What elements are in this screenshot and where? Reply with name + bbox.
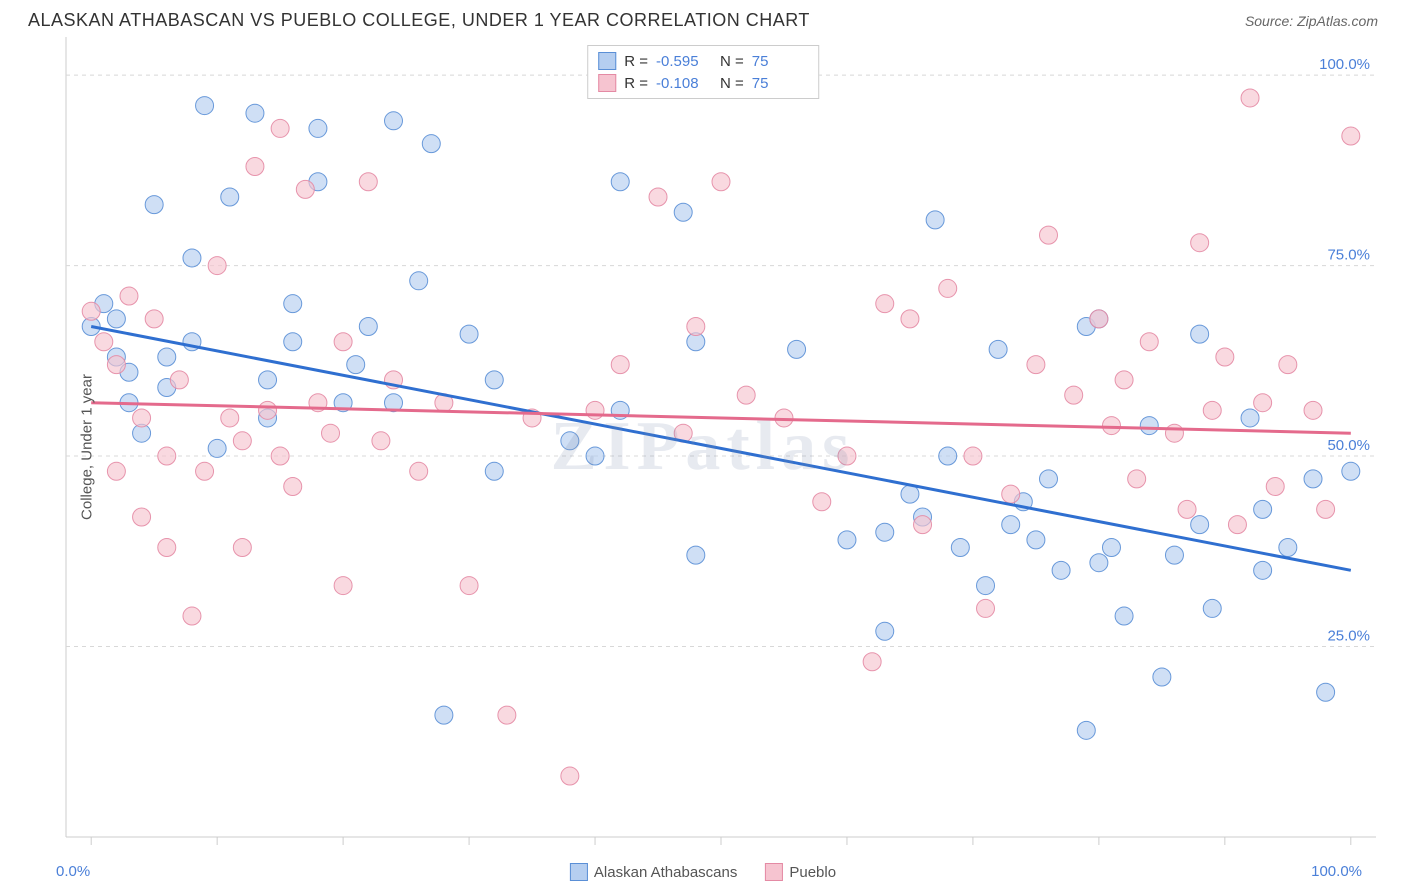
legend-row: R = -0.108 N = 75 [598,72,808,94]
svg-text:50.0%: 50.0% [1327,437,1370,454]
legend-label: Alaskan Athabascans [594,864,737,881]
y-axis-label: College, Under 1 year [78,374,95,520]
source-attribution: Source: ZipAtlas.com [1245,13,1378,29]
legend-item: Alaskan Athabascans [570,863,737,881]
svg-text:100.0%: 100.0% [1319,56,1370,73]
legend-label: R = [624,53,648,70]
legend-label: Pueblo [789,864,836,881]
legend-swatch [765,863,783,881]
x-axis-area: 0.0% Alaskan Athabascans Pueblo 100.0% [16,857,1390,885]
scatter-plot: 25.0% 50.0% 75.0% 100.0% [16,37,1380,857]
legend-value: 75 [752,75,808,92]
legend-swatch [598,74,616,92]
legend-row: R = -0.595 N = 75 [598,50,808,72]
legend-label: N = [720,53,744,70]
legend-label: R = [624,75,648,92]
legend-value: 75 [752,53,808,70]
x-axis-min-label: 0.0% [56,863,90,880]
correlation-legend: R = -0.595 N = 75 R = -0.108 N = 75 [587,45,819,99]
legend-item: Pueblo [765,863,836,881]
chart-title: ALASKAN ATHABASCAN VS PUEBLO COLLEGE, UN… [28,10,810,31]
x-axis-max-label: 100.0% [1311,863,1362,880]
legend-label: N = [720,75,744,92]
series-legend: Alaskan Athabascans Pueblo [570,863,836,881]
legend-swatch [570,863,588,881]
chart-header: ALASKAN ATHABASCAN VS PUEBLO COLLEGE, UN… [0,0,1406,37]
legend-value: -0.595 [656,53,712,70]
chart-area: College, Under 1 year ZIPatlas R = -0.59… [16,37,1390,857]
legend-value: -0.108 [656,75,712,92]
legend-swatch [598,52,616,70]
svg-text:25.0%: 25.0% [1327,628,1370,645]
svg-text:75.0%: 75.0% [1327,247,1370,264]
